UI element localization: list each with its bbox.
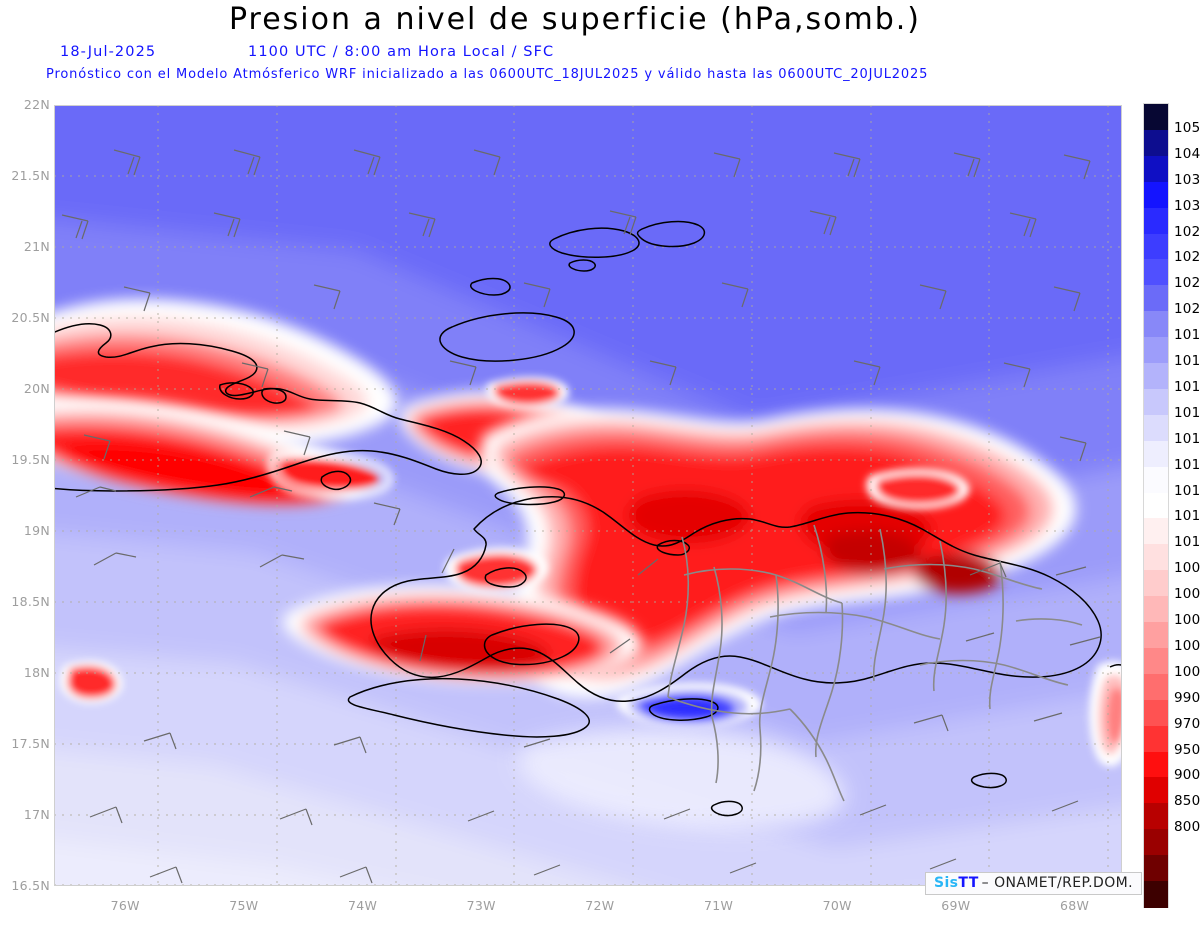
lon-tick-label: 75W <box>229 898 259 913</box>
pressure-colorbar[interactable] <box>1143 103 1169 908</box>
lat-tick-label: 18N <box>23 665 50 680</box>
wind-barbs <box>61 149 1101 884</box>
colorbar-band <box>1144 777 1168 804</box>
lon-tick-label: 72W <box>585 898 615 913</box>
lon-tick-label: 70W <box>822 898 852 913</box>
colorbar-band <box>1144 363 1168 390</box>
watermark-sis: Sis <box>934 875 959 891</box>
colorbar-band <box>1144 466 1168 494</box>
lon-tick-label: 76W <box>110 898 140 913</box>
colorbar-band <box>1144 673 1168 701</box>
forecast-date: 18-Jul-2025 <box>60 44 157 60</box>
lat-tick-label: 17N <box>23 807 50 822</box>
lat-tick-label: 21.5N <box>11 168 50 183</box>
colorbar-band <box>1144 259 1168 286</box>
colorbar-tick-label: 1018 <box>1174 353 1200 370</box>
colorbar-tick-label: 1022 <box>1174 275 1200 292</box>
colorbar-tick-label: 1004 <box>1174 612 1200 629</box>
colorbar-tick-label: 1035 <box>1174 171 1200 188</box>
colorbar-tick-label: 1002 <box>1174 637 1200 654</box>
colorbar-tick-label: 900 <box>1174 767 1200 784</box>
lat-tick-label: 21N <box>23 239 50 254</box>
page-title: Presion a nivel de superficie (hPa,somb.… <box>228 2 922 37</box>
colorbar-tick-label: 800 <box>1174 819 1200 836</box>
pressure-field-svg <box>54 105 1122 886</box>
colorbar-band <box>1144 725 1168 753</box>
colorbar-band <box>1144 544 1168 571</box>
lon-tick-label: 73W <box>466 898 496 913</box>
colorbar-tick-label: 1006 <box>1174 586 1200 603</box>
colorbar-tick-label: 1013 <box>1174 482 1200 499</box>
colorbar-band <box>1144 285 1168 312</box>
colorbar-band <box>1144 881 1168 908</box>
colorbar-band <box>1144 803 1168 830</box>
model-description: Pronóstico con el Modelo Atmósferico WRF… <box>46 67 929 82</box>
colorbar-tick-label: 1010 <box>1174 534 1200 551</box>
colorbar-band <box>1144 622 1168 649</box>
colorbar-tick-label: 1028 <box>1174 223 1200 240</box>
lat-tick-label: 22N <box>23 97 50 112</box>
colorbar-band <box>1144 181 1168 209</box>
colorbar-tick-label: 850 <box>1174 793 1200 810</box>
colorbar-band <box>1144 492 1168 520</box>
lat-tick-label: 20N <box>23 381 50 396</box>
colorbar-band <box>1144 414 1168 442</box>
colorbar-band <box>1144 596 1168 623</box>
colorbar-tick-label: 990 <box>1174 689 1200 706</box>
colorbar-tick-label: 1000 <box>1174 663 1200 680</box>
colorbar-band <box>1144 233 1168 261</box>
colorbar-tick-label: 970 <box>1174 715 1200 732</box>
colorbar-band <box>1144 388 1168 416</box>
colorbar-band <box>1144 129 1168 157</box>
lon-tick-label: 68W <box>1059 898 1090 913</box>
colorbar-band <box>1144 155 1168 183</box>
colorbar-band <box>1144 647 1168 675</box>
lat-tick-label: 19.5N <box>11 452 50 467</box>
colorbar-tick-label: 1030 <box>1174 197 1200 214</box>
colorbar-band <box>1144 518 1168 545</box>
colorbar-tick-label: 1020 <box>1174 301 1200 318</box>
colorbar-tick-label: 1016 <box>1174 404 1200 421</box>
coastlines <box>54 220 1122 817</box>
watermark-sep: – <box>981 875 990 891</box>
lon-tick-label: 71W <box>703 898 734 913</box>
colorbar-tick-label: 1015 <box>1174 430 1200 447</box>
colorbar-band <box>1144 829 1168 856</box>
lat-tick-label: 18.5N <box>11 594 50 609</box>
colorbar-tick-label: 1008 <box>1174 560 1200 577</box>
colorbar-tick-label: 1012 <box>1174 508 1200 525</box>
lon-tick-label: 69W <box>941 898 971 913</box>
forecast-valid-time: 1100 UTC / 8:00 am Hora Local / SFC <box>248 44 555 60</box>
provincial-borders <box>667 524 1083 802</box>
provider-watermark: SisTT – ONAMET/REP.DOM. <box>925 872 1142 895</box>
colorbar-band <box>1144 855 1168 882</box>
colorbar-band <box>1144 311 1168 338</box>
colorbar-band <box>1144 699 1168 727</box>
lat-tick-label: 16.5N <box>11 878 50 893</box>
lon-tick-label: 74W <box>347 898 378 913</box>
map-canvas[interactable] <box>54 105 1122 886</box>
colorbar-tick-label: 1019 <box>1174 327 1200 344</box>
colorbar-band <box>1144 570 1168 597</box>
colorbar-band <box>1144 207 1168 235</box>
colorbar-band <box>1144 440 1168 468</box>
lat-tick-label: 20.5N <box>11 310 50 325</box>
colorbar-band <box>1144 751 1168 779</box>
lat-tick-label: 17.5N <box>11 736 50 751</box>
colorbar-tick-label: 1017 <box>1174 378 1200 395</box>
colorbar-tick-label: 1040 <box>1174 145 1200 162</box>
colorbar-tick-label: 1025 <box>1174 249 1200 266</box>
watermark-org: ONAMET/REP.DOM. <box>994 875 1133 891</box>
colorbar-tick-label: 1050 <box>1174 119 1200 136</box>
colorbar-band <box>1144 104 1168 131</box>
lat-tick-label: 19N <box>23 523 50 538</box>
watermark-tt: TT <box>958 875 979 891</box>
colorbar-band <box>1144 337 1168 364</box>
colorbar-tick-label: 1014 <box>1174 456 1200 473</box>
colorbar-tick-label: 950 <box>1174 741 1200 758</box>
